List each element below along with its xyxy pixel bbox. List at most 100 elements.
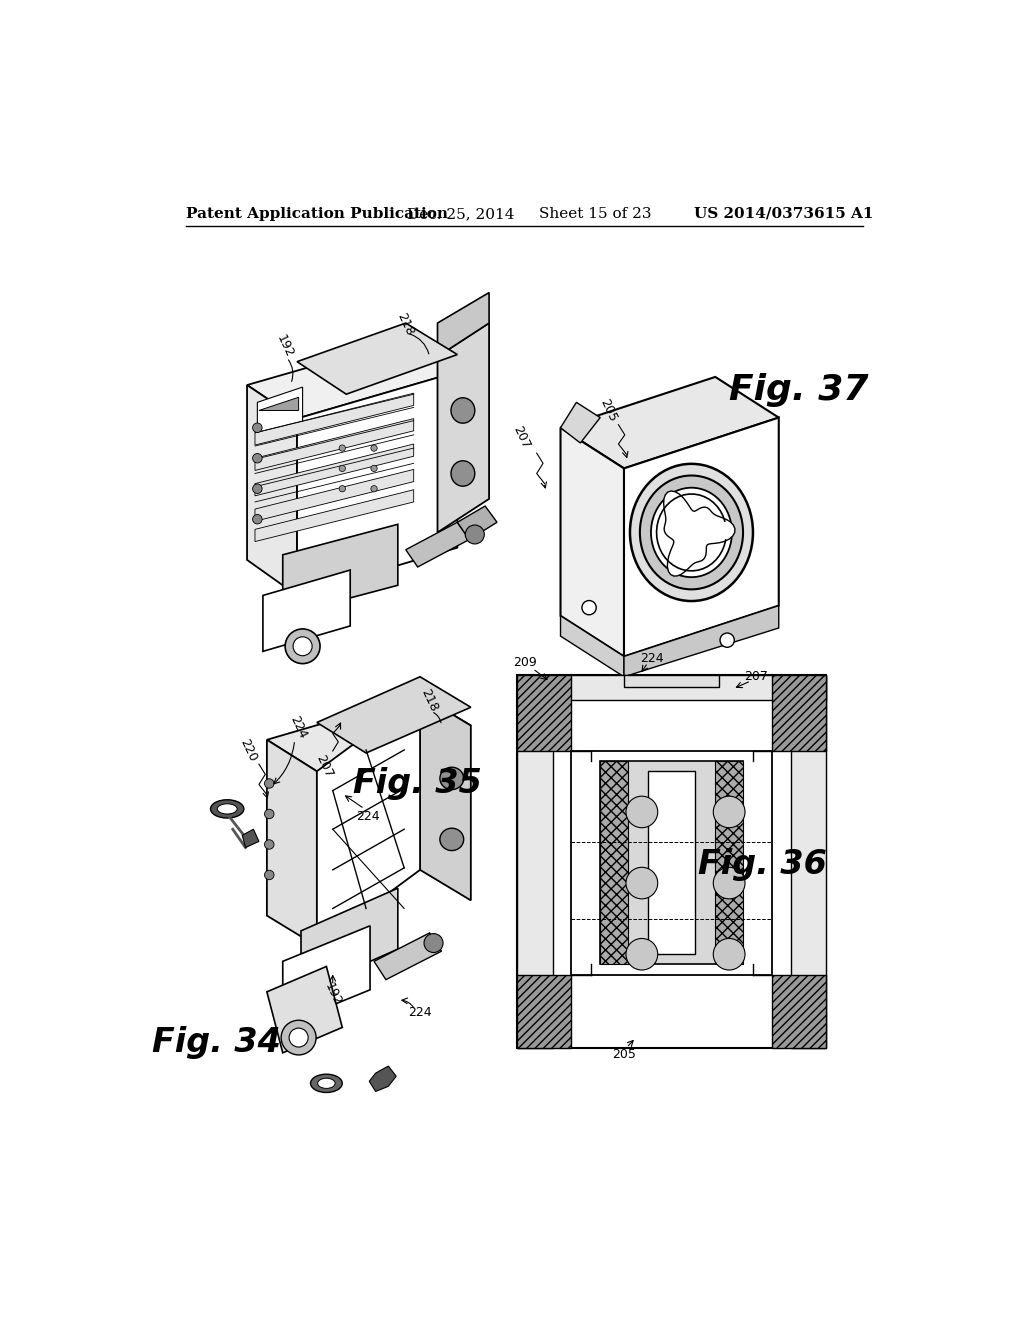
Polygon shape — [560, 403, 600, 444]
Text: 207: 207 — [313, 752, 335, 780]
Polygon shape — [458, 506, 497, 540]
Text: 192: 192 — [322, 981, 344, 1007]
Ellipse shape — [440, 767, 464, 789]
Circle shape — [253, 515, 262, 524]
Ellipse shape — [217, 804, 238, 814]
Ellipse shape — [440, 828, 464, 850]
Polygon shape — [255, 490, 414, 541]
Circle shape — [424, 933, 443, 953]
Polygon shape — [560, 615, 624, 677]
Circle shape — [339, 445, 345, 451]
Polygon shape — [791, 675, 826, 1048]
Circle shape — [714, 796, 745, 828]
Circle shape — [339, 465, 345, 471]
Polygon shape — [297, 372, 458, 595]
Text: 224: 224 — [356, 809, 380, 822]
Ellipse shape — [317, 1078, 335, 1089]
Circle shape — [264, 809, 274, 818]
Text: Fig. 37: Fig. 37 — [729, 374, 868, 407]
Polygon shape — [624, 675, 719, 686]
Polygon shape — [257, 387, 303, 438]
Text: 220: 220 — [238, 737, 259, 763]
Circle shape — [285, 628, 321, 664]
Polygon shape — [316, 677, 471, 752]
Circle shape — [371, 445, 377, 451]
Polygon shape — [259, 397, 299, 411]
Polygon shape — [664, 491, 735, 576]
Circle shape — [626, 939, 657, 970]
Polygon shape — [297, 323, 458, 395]
Ellipse shape — [720, 634, 734, 647]
Text: 205: 205 — [597, 397, 620, 424]
Circle shape — [264, 870, 274, 879]
Polygon shape — [255, 444, 414, 496]
Polygon shape — [600, 762, 743, 965]
Circle shape — [264, 779, 274, 788]
Text: 207: 207 — [511, 424, 532, 450]
Polygon shape — [517, 974, 570, 1048]
Polygon shape — [267, 696, 471, 771]
Polygon shape — [255, 470, 414, 521]
Polygon shape — [247, 385, 297, 595]
Polygon shape — [316, 696, 420, 946]
Text: 205: 205 — [612, 1048, 636, 1061]
Ellipse shape — [630, 463, 753, 601]
Circle shape — [293, 636, 312, 656]
Polygon shape — [517, 675, 553, 1048]
Text: 209: 209 — [513, 656, 537, 669]
Text: US 2014/0373615 A1: US 2014/0373615 A1 — [693, 207, 873, 220]
Text: 192: 192 — [274, 333, 296, 360]
Polygon shape — [301, 888, 397, 991]
Circle shape — [264, 840, 274, 849]
Text: 224: 224 — [640, 652, 664, 665]
Polygon shape — [255, 393, 414, 445]
Circle shape — [339, 486, 345, 492]
Polygon shape — [247, 339, 458, 418]
Circle shape — [626, 796, 657, 828]
Circle shape — [714, 867, 745, 899]
Polygon shape — [255, 418, 414, 470]
Polygon shape — [560, 428, 624, 656]
Circle shape — [282, 1020, 316, 1055]
Polygon shape — [648, 771, 695, 954]
Polygon shape — [437, 293, 489, 356]
Ellipse shape — [211, 800, 244, 818]
Polygon shape — [624, 606, 778, 677]
Text: 218: 218 — [395, 310, 417, 338]
Circle shape — [253, 484, 262, 494]
Polygon shape — [267, 739, 316, 946]
Ellipse shape — [651, 487, 732, 577]
Circle shape — [253, 454, 262, 463]
Ellipse shape — [451, 397, 475, 424]
Text: Sheet 15 of 23: Sheet 15 of 23 — [539, 207, 651, 220]
Circle shape — [465, 525, 484, 544]
Polygon shape — [243, 829, 259, 847]
Polygon shape — [624, 417, 778, 656]
Polygon shape — [716, 762, 743, 965]
Ellipse shape — [640, 475, 743, 589]
Polygon shape — [420, 696, 471, 900]
Text: Fig. 34: Fig. 34 — [153, 1026, 282, 1059]
Polygon shape — [772, 675, 826, 751]
Text: Dec. 25, 2014: Dec. 25, 2014 — [407, 207, 514, 220]
Polygon shape — [283, 925, 370, 1026]
Polygon shape — [772, 974, 826, 1048]
Text: 224: 224 — [409, 1006, 432, 1019]
Circle shape — [626, 867, 657, 899]
Polygon shape — [263, 570, 350, 651]
Circle shape — [371, 465, 377, 471]
Circle shape — [371, 486, 377, 492]
Polygon shape — [517, 675, 826, 700]
Ellipse shape — [582, 601, 596, 615]
Polygon shape — [374, 933, 441, 979]
Ellipse shape — [310, 1074, 342, 1093]
Polygon shape — [570, 751, 772, 974]
Polygon shape — [560, 378, 778, 469]
Polygon shape — [517, 675, 826, 1048]
Text: Fig. 36: Fig. 36 — [698, 849, 827, 882]
Text: 207: 207 — [744, 671, 768, 684]
Text: Fig. 35: Fig. 35 — [353, 767, 482, 800]
Polygon shape — [283, 524, 397, 615]
Circle shape — [253, 422, 262, 433]
Polygon shape — [370, 1067, 396, 1092]
